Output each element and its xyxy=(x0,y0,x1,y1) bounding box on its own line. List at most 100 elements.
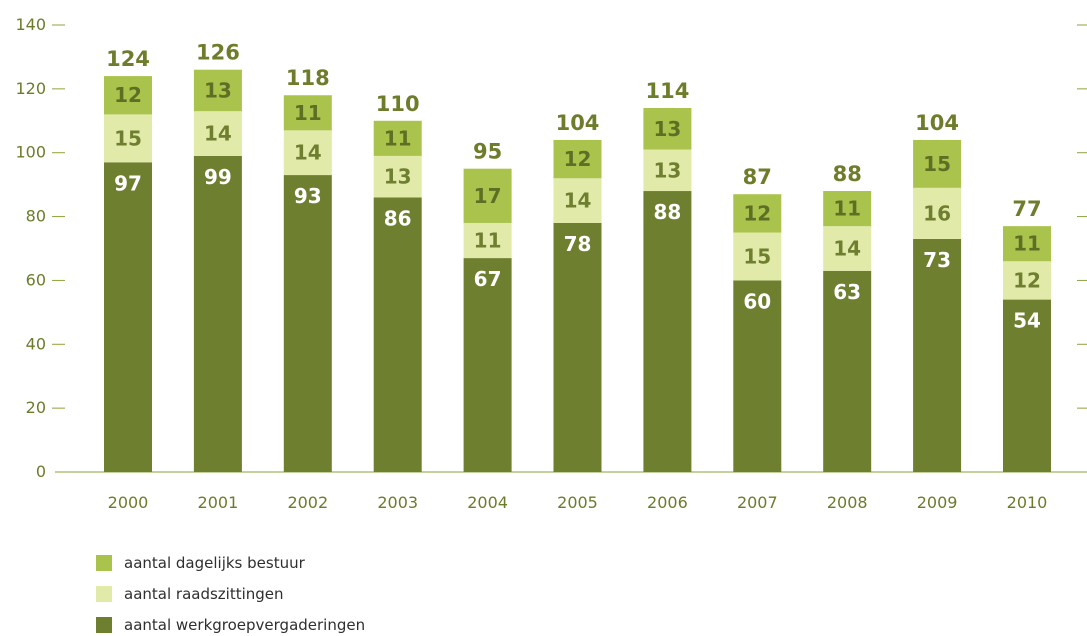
bar-segment xyxy=(823,226,872,271)
segment-value-label: 12 xyxy=(1013,268,1041,292)
y-tick-label: 80 xyxy=(26,207,46,226)
segment-value-label: 15 xyxy=(114,126,142,150)
bar-segment xyxy=(283,130,332,176)
bar-group-2005: 78 14 12 104 xyxy=(553,111,602,472)
segment-value-label: 67 xyxy=(474,267,502,291)
x-tick-label: 2002 xyxy=(287,493,328,512)
bar-group-2009: 73 16 15 104 xyxy=(913,111,962,472)
segment-value-label: 99 xyxy=(204,165,232,189)
legend-item: aantal raadszittingen xyxy=(96,585,284,603)
bar-segment xyxy=(643,108,692,150)
x-tick-label: 2003 xyxy=(377,493,418,512)
segment-value-label: 12 xyxy=(564,147,592,171)
total-value-label: 118 xyxy=(286,66,330,90)
legend-item: aantal dagelijks bestuur xyxy=(96,554,306,572)
segment-value-label: 11 xyxy=(474,229,502,253)
x-tick-label: 2004 xyxy=(467,493,508,512)
x-tick-label: 2006 xyxy=(647,493,688,512)
bar-segment xyxy=(104,162,152,473)
bar-segment xyxy=(283,175,332,473)
y-tick-label: 40 xyxy=(26,334,46,353)
bar-segment xyxy=(553,178,602,223)
bar-segment xyxy=(104,76,152,115)
segment-value-label: 78 xyxy=(564,232,592,256)
bar-segment xyxy=(733,280,782,472)
segment-value-label: 12 xyxy=(743,201,771,225)
segment-value-label: 14 xyxy=(204,122,232,146)
bar-segment xyxy=(193,111,242,156)
bar-segment xyxy=(643,191,692,472)
y-tick-label: 120 xyxy=(15,79,46,98)
segment-value-label: 13 xyxy=(384,165,412,189)
legend: aantal dagelijks bestuur aantal raadszitt… xyxy=(96,554,365,634)
segment-value-label: 17 xyxy=(474,184,502,208)
y-tick-label: 140 xyxy=(15,15,46,34)
x-tick-label: 2008 xyxy=(827,493,868,512)
legend-label: aantal dagelijks bestuur xyxy=(124,554,306,572)
segment-value-label: 11 xyxy=(384,126,412,150)
bar-segment xyxy=(1003,261,1051,300)
total-value-label: 126 xyxy=(196,41,240,65)
bar-segment xyxy=(823,191,872,227)
bar-group-2006: 88 13 13 114 xyxy=(643,79,692,472)
bar-segment xyxy=(283,95,332,131)
segment-value-label: 16 xyxy=(923,201,951,225)
x-tick-label: 2007 xyxy=(737,493,778,512)
bar-segment xyxy=(643,149,692,192)
bar-group-2000: 97 15 12 124 xyxy=(104,47,152,473)
segment-value-label: 14 xyxy=(833,237,861,261)
segment-value-label: 13 xyxy=(204,78,232,102)
bar-segment xyxy=(463,168,512,223)
bar-segment xyxy=(733,232,782,281)
legend-swatch xyxy=(96,617,112,633)
bar-group-2004: 67 11 17 95 xyxy=(463,140,512,472)
segment-value-label: 54 xyxy=(1013,309,1041,333)
bar-segment xyxy=(1003,226,1051,262)
y-tick-label: 60 xyxy=(26,270,46,289)
segment-value-label: 11 xyxy=(294,101,322,125)
bar-group-2002: 93 14 11 118 xyxy=(283,66,332,473)
bar-group-2010: 54 12 11 77 xyxy=(1003,197,1051,472)
bars: 97 15 12 124 99 14 13 126 93 14 11 118 86 13 11 110 67 11… xyxy=(104,41,1051,473)
legend-label: aantal raadszittingen xyxy=(124,585,284,603)
total-value-label: 124 xyxy=(106,47,150,71)
bar-segment xyxy=(913,187,962,239)
bar-segment xyxy=(553,222,602,472)
segment-value-label: 13 xyxy=(653,117,681,141)
bar-segment xyxy=(104,114,152,163)
y-tick-label: 100 xyxy=(15,143,46,162)
bar-segment xyxy=(373,120,422,156)
legend-swatch xyxy=(96,586,112,602)
segment-value-label: 88 xyxy=(653,200,681,224)
segment-value-label: 14 xyxy=(294,141,322,165)
bar-group-2007: 60 15 12 87 xyxy=(733,165,782,472)
x-tick-label: 2009 xyxy=(917,493,958,512)
segment-value-label: 15 xyxy=(923,152,951,176)
bar-segment xyxy=(553,139,602,179)
segment-value-label: 11 xyxy=(833,197,861,221)
bar-segment xyxy=(193,69,242,112)
segment-value-label: 86 xyxy=(384,206,412,230)
segment-value-label: 93 xyxy=(294,184,322,208)
bar-segment xyxy=(823,270,872,472)
y-tick-label: 20 xyxy=(26,398,46,417)
bar-segment xyxy=(463,258,512,472)
segment-value-label: 15 xyxy=(743,244,771,268)
bar-group-2008: 63 14 11 88 xyxy=(823,162,872,472)
x-tick-label: 2005 xyxy=(557,493,598,512)
y-tick-label: 0 xyxy=(36,462,46,481)
bar-segment xyxy=(913,139,962,188)
legend-item: aantal werkgroepvergaderingen xyxy=(96,616,365,634)
segment-value-label: 11 xyxy=(1013,232,1041,256)
bar-group-2003: 86 13 11 110 xyxy=(373,92,422,472)
total-value-label: 95 xyxy=(473,140,502,164)
total-value-label: 87 xyxy=(743,165,772,189)
bar-segment xyxy=(463,222,512,259)
bar-group-2001: 99 14 13 126 xyxy=(193,41,242,472)
total-value-label: 77 xyxy=(1012,197,1041,221)
segment-value-label: 14 xyxy=(564,189,592,213)
x-axis: 2000 2001 2002 2003 2004 2005 2006 2007 2008 2009… xyxy=(108,493,1048,512)
bar-segment xyxy=(1003,299,1051,472)
segment-value-label: 73 xyxy=(923,248,951,272)
